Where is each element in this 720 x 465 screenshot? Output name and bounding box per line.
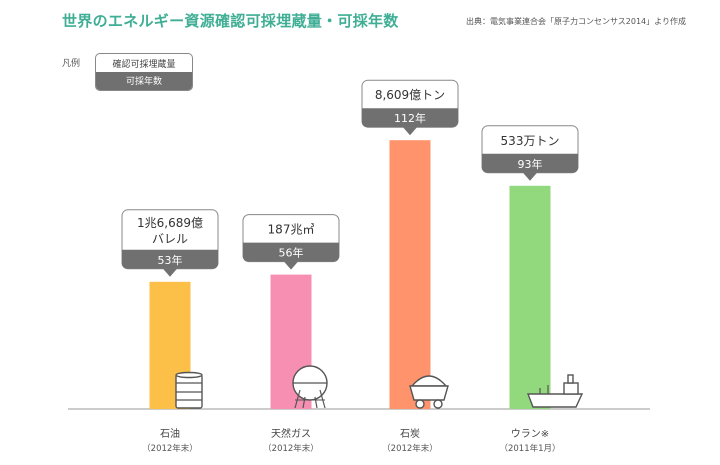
bar-coal	[389, 140, 431, 409]
category-note-gas: （2012年末）	[263, 443, 319, 454]
years-label-coal: 112年	[394, 111, 426, 125]
category-note-uranium: （2011年1月）	[499, 443, 560, 454]
years-box	[362, 108, 458, 128]
gas-tank-icon	[292, 365, 328, 409]
years-label-uranium: 93年	[518, 157, 543, 171]
tank-leg	[319, 389, 326, 409]
oil-drum-icon	[175, 371, 203, 409]
callout-pointer	[284, 261, 298, 270]
reserves-label-gas: 187兆㎥	[268, 223, 315, 237]
ship-funnel	[567, 374, 574, 384]
callout-pointer	[523, 172, 537, 181]
category-note-coal: （2012年末）	[382, 443, 438, 454]
reserves-label-oil-line2: バレル	[152, 232, 188, 246]
legend-label: 凡例	[62, 59, 81, 69]
legend: 確認可採埋蔵量 可採年数	[95, 53, 193, 91]
reserves-label-uranium: 533万トン	[501, 134, 560, 148]
category-label-oil: 石油	[160, 427, 180, 440]
years-box	[122, 249, 218, 269]
years-label-oil: 53年	[158, 253, 183, 267]
tank-leg	[302, 396, 306, 409]
reserves-label-coal: 8,609億トン	[375, 88, 445, 102]
tank-leg	[294, 389, 301, 409]
callout-pointer	[163, 268, 177, 277]
ship-icon	[526, 374, 584, 408]
callout-uranium: 533万トン 93年	[481, 125, 579, 181]
tank-leg	[314, 396, 318, 409]
callout-gas: 187兆㎥ 56年	[242, 214, 340, 270]
ship-bridge	[563, 382, 579, 395]
drum-top	[175, 371, 203, 379]
cart-body	[409, 385, 449, 401]
callout-coal: 8,609億トン 112年	[361, 79, 459, 136]
legend-years-label: 可採年数	[96, 72, 192, 90]
cart-wheel	[433, 399, 443, 409]
cart-wheel	[415, 399, 425, 409]
legend-reserves-label: 確認可採埋蔵量	[112, 60, 176, 70]
category-label-coal: 石炭	[400, 428, 420, 440]
callout-pointer	[403, 127, 417, 136]
source-note: 出典：電気事業連合会「原子力コンセンサス2014」より作成	[465, 17, 686, 26]
coal-cart-icon	[409, 375, 449, 409]
reserves-label-oil: 1兆6,689億	[137, 216, 203, 230]
years-box	[243, 242, 339, 262]
ship-hull	[526, 393, 584, 408]
chart-title: 世界のエネルギー資源確認可採埋蔵量・可採年数	[62, 12, 399, 30]
category-label-uranium: ウラン※	[511, 428, 549, 440]
category-note-oil: （2012年末）	[142, 443, 198, 454]
category-label-gas: 天然ガス	[271, 427, 311, 440]
bar-uranium	[509, 185, 551, 409]
years-box	[482, 153, 578, 173]
years-label-gas: 56年	[279, 246, 304, 260]
